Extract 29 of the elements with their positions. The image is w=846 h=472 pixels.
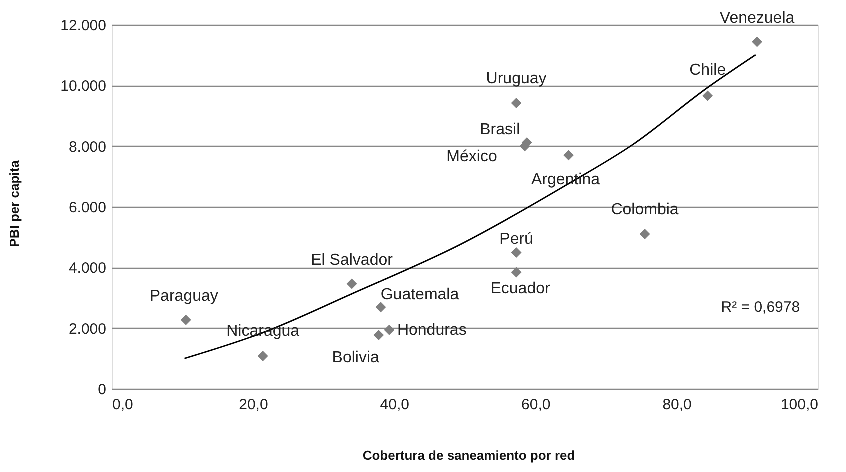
annotation: Brasil [480, 122, 520, 139]
annotation: Guatemala [380, 286, 460, 304]
annotation: Ecuador [490, 280, 552, 298]
x-tick-label: 60,0 [522, 396, 551, 414]
y-tick-label: 10.000 [60, 78, 106, 96]
annotation: El Salvador [311, 252, 394, 270]
x-tick-label: 0,0 [112, 396, 134, 414]
annotation: Colombia [611, 201, 679, 218]
annotation: Paraguay [150, 288, 218, 306]
annotation: Venezuela [720, 10, 795, 27]
annotation: Honduras [397, 322, 467, 340]
y-tick-label: 8.000 [68, 138, 106, 156]
annotation: Bolivia [332, 349, 380, 366]
annotation: R² = 0,6978 [721, 299, 800, 316]
y-tick-label: 6.000 [68, 200, 106, 216]
annotation: Chile [690, 62, 726, 79]
annotation: Perú [500, 230, 534, 248]
y-tick-label: 4.000 [68, 260, 106, 278]
y-tick-label: 12.000 [60, 18, 106, 34]
annotation: México [446, 148, 498, 166]
x-tick-label: 100,0 [780, 396, 818, 414]
x-tick-label: 80,0 [662, 396, 692, 414]
y-axis-title: PBI per capita [7, 160, 22, 248]
x-axis-title: Cobertura de saneamiento por red [362, 448, 576, 463]
x-tick-label: 20,0 [239, 396, 268, 414]
annotation: Uruguay [486, 70, 547, 88]
y-tick-label: 2.000 [68, 320, 106, 338]
y-tick-label: 0 [98, 382, 106, 398]
x-tick-label: 40,0 [380, 396, 410, 414]
